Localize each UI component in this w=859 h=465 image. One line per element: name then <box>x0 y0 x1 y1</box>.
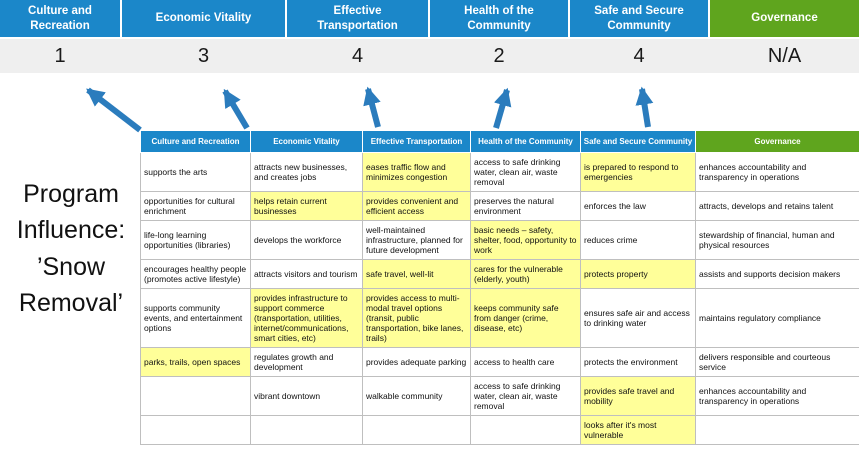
matrix-cell: provides adequate parking <box>362 347 471 378</box>
matrix-cell: ensures safe air and access to drinking … <box>580 288 696 349</box>
matrix-cell: helps retain current businesses <box>250 191 363 222</box>
matrix-cell: cares for the vulnerable (elderly, youth… <box>470 259 581 290</box>
matrix-cell <box>362 415 471 446</box>
matrix-cell: enforces the law <box>580 191 696 222</box>
matrix-cell: safe travel, well-lit <box>362 259 471 290</box>
summary-header-1: Culture and Recreation <box>0 0 120 37</box>
summary-header-6: Governance <box>710 0 859 37</box>
matrix-cell: develops the workforce <box>250 220 363 261</box>
influence-arrows <box>86 86 654 133</box>
matrix-cell: provides safe travel and mobility <box>580 376 696 417</box>
matrix-cell: life-long learning opportunities (librar… <box>140 220 251 261</box>
matrix-cell: attracts new businesses, and creates job… <box>250 151 363 193</box>
matrix-cell: protects the environment <box>580 347 696 378</box>
matrix-cell: provides infrastructure to support comme… <box>250 288 363 349</box>
matrix-cell: delivers responsible and courteous servi… <box>695 347 859 378</box>
matrix-header-4: Health of the Community <box>470 130 581 153</box>
matrix-header-1: Culture and Recreation <box>140 130 251 153</box>
matrix-cell: eases traffic flow and minimizes congest… <box>362 151 471 193</box>
summary-score-4: 2 <box>493 44 505 67</box>
matrix-cell: encourages healthy people (promotes acti… <box>140 259 251 290</box>
matrix-cell: preserves the natural environment <box>470 191 581 222</box>
matrix-cell <box>250 415 363 446</box>
matrix-cell: enhances accountability and transparency… <box>695 151 859 193</box>
summary-scores: 1 3 4 2 4 N/A <box>0 39 859 73</box>
up-arrow-icon <box>363 86 381 128</box>
summary-score-6: N/A <box>767 44 802 67</box>
matrix-cell: basic needs – safety, shelter, food, opp… <box>470 220 581 261</box>
matrix-cell: assists and supports decision makers <box>695 259 859 290</box>
matrix-cell: access to safe drinking water, clean air… <box>470 151 581 193</box>
matrix-cell: regulates growth and development <box>250 347 363 378</box>
matrix-row: supports community events, and entertain… <box>140 288 859 349</box>
matrix-row: life-long learning opportunities (librar… <box>140 220 859 261</box>
matrix-cell: well-maintained infrastructure, planned … <box>362 220 471 261</box>
summary-headers: Culture and Recreation Economic Vitality E… <box>0 0 859 37</box>
program-title: Program Influence: ’Snow Removal’ <box>16 180 126 317</box>
up-arrow-icon <box>635 86 654 128</box>
matrix-cell <box>140 376 251 417</box>
summary-score-3: 4 <box>351 44 364 67</box>
matrix-row: parks, trails, open spaces regulates grow… <box>140 347 859 378</box>
influence-matrix: Culture and Recreation Economic Vitality E… <box>140 130 859 446</box>
matrix-row: supports the arts attracts new businesses… <box>140 151 859 193</box>
matrix-row: vibrant downtown walkable community access… <box>140 376 859 417</box>
matrix-body: supports the arts attracts new businesses… <box>140 151 859 446</box>
up-arrow-icon <box>222 88 250 130</box>
matrix-cell: opportunities for cultural enrichment <box>140 191 251 222</box>
matrix-cell: maintains regulatory compliance <box>695 288 859 349</box>
summary-header-3: Effective Transportation <box>287 0 428 37</box>
summary-header-4: Health of the Community <box>430 0 568 37</box>
matrix-cell: enhances accountability and transparency… <box>695 376 859 417</box>
matrix-row: encourages healthy people (promotes acti… <box>140 259 859 290</box>
matrix-cell: access to safe drinking water, clean air… <box>470 376 581 417</box>
matrix-header-3: Effective Transportation <box>362 130 471 153</box>
matrix-cell: attracts visitors and tourism <box>250 259 363 290</box>
matrix-cell <box>695 415 859 446</box>
matrix-cell: parks, trails, open spaces <box>140 347 251 378</box>
summary-score-2: 3 <box>197 44 210 67</box>
matrix-cell: supports the arts <box>140 151 251 193</box>
matrix-cell: stewardship of financial, human and phys… <box>695 220 859 261</box>
matrix-cell: keeps community safe from danger (crime,… <box>470 288 581 349</box>
matrix-row: opportunities for cultural enrichment hel… <box>140 191 859 222</box>
matrix-cell <box>140 415 251 446</box>
matrix-cell: reduces crime <box>580 220 696 261</box>
summary-score-5: 4 <box>633 44 645 67</box>
matrix-header-row: Culture and Recreation Economic Vitality E… <box>140 130 859 153</box>
summary-score-1: 1 <box>54 44 66 67</box>
up-arrow-icon <box>86 87 142 133</box>
matrix-cell: vibrant downtown <box>250 376 363 417</box>
summary-header-5: Safe and Secure Community <box>570 0 708 37</box>
matrix-header-5: Safe and Secure Community <box>580 130 696 153</box>
matrix-cell: access to health care <box>470 347 581 378</box>
matrix-cell: walkable community <box>362 376 471 417</box>
up-arrow-icon <box>493 87 512 129</box>
matrix-header-6: Governance <box>695 130 859 153</box>
matrix-cell: is prepared to respond to emergencies <box>580 151 696 193</box>
matrix-row: looks after it's most vulnerable <box>140 415 859 446</box>
matrix-cell: provides access to multi-modal travel op… <box>362 288 471 349</box>
matrix-cell <box>470 415 581 446</box>
matrix-cell: attracts, develops and retains talent <box>695 191 859 222</box>
matrix-cell: supports community events, and entertain… <box>140 288 251 349</box>
matrix-cell: provides convenient and efficient access <box>362 191 471 222</box>
matrix-cell: protects property <box>580 259 696 290</box>
matrix-cell: looks after it's most vulnerable <box>580 415 696 446</box>
matrix-header-2: Economic Vitality <box>250 130 363 153</box>
summary-header-2: Economic Vitality <box>122 0 285 37</box>
